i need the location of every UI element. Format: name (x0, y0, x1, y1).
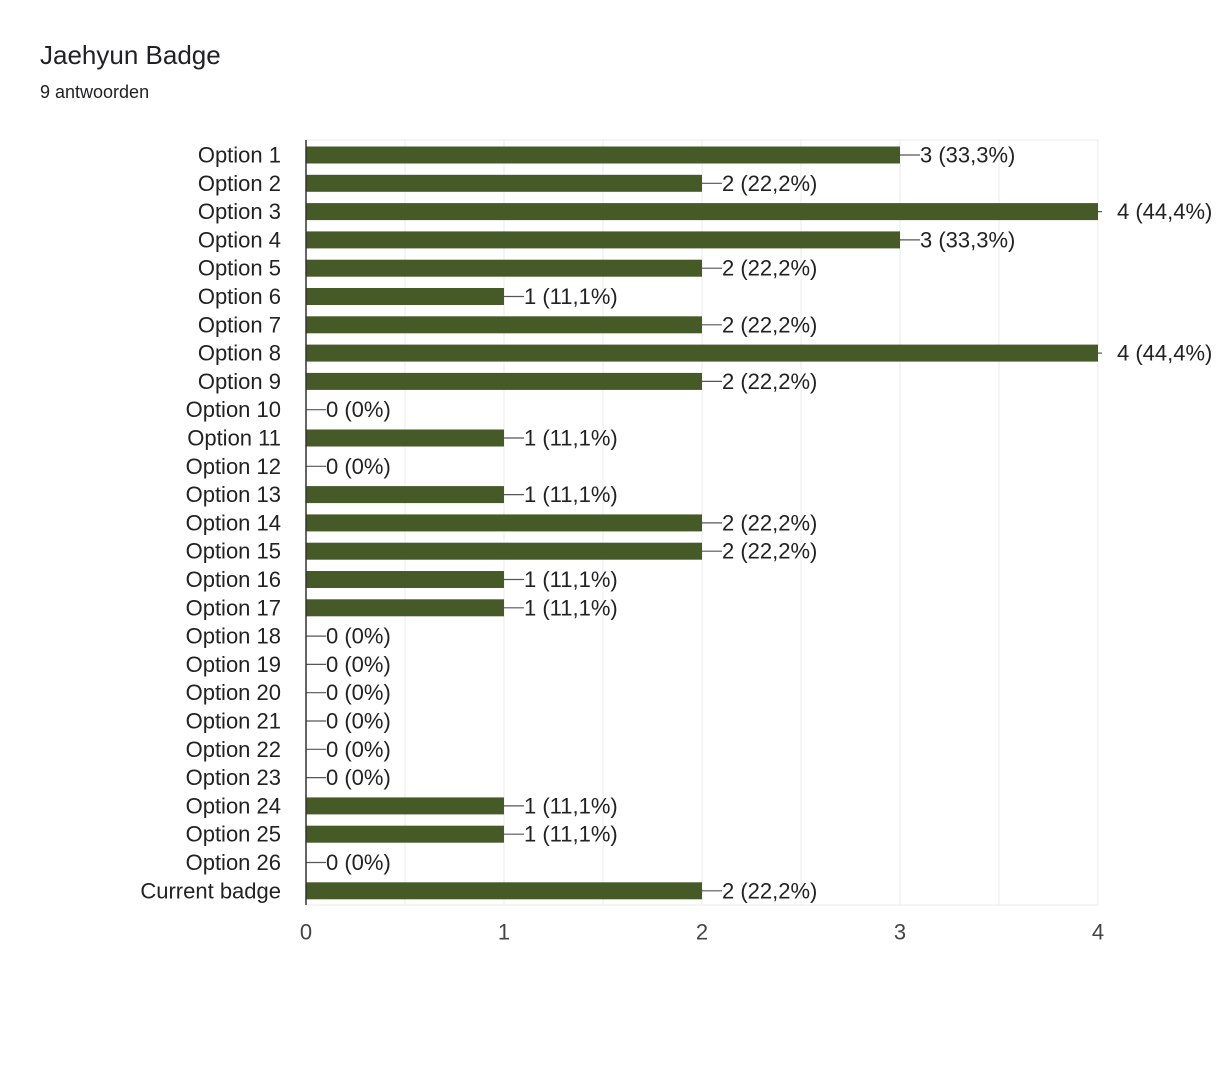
data-label: 2 (22,2%) (722, 539, 817, 564)
data-label: 3 (33,3%) (920, 227, 1015, 252)
data-label: 1 (11,1%) (524, 567, 618, 592)
bar (306, 599, 504, 617)
bar (306, 514, 702, 532)
bar (306, 486, 504, 504)
data-label: 0 (0%) (326, 454, 391, 479)
data-label: 1 (11,1%) (524, 793, 618, 818)
data-label: 0 (0%) (326, 737, 391, 762)
category-label: Option 24 (186, 793, 281, 818)
category-label: Current badge (140, 878, 281, 903)
category-label: Option 10 (186, 397, 281, 422)
data-label: 0 (0%) (326, 709, 391, 734)
category-label: Option 6 (198, 284, 281, 309)
bar (306, 288, 504, 305)
category-label: Option 15 (186, 539, 281, 564)
category-label: Option 26 (186, 850, 281, 875)
category-label: Option 1 (198, 143, 281, 168)
data-label: 1 (11,1%) (524, 822, 618, 847)
category-label: Option 4 (198, 227, 281, 252)
category-label: Option 17 (186, 595, 281, 620)
category-label: Option 21 (186, 709, 281, 734)
category-label: Option 7 (198, 312, 281, 337)
bar (306, 571, 504, 588)
x-tick-label: 4 (1092, 920, 1104, 945)
data-label: 2 (22,2%) (722, 369, 817, 394)
bar (306, 146, 900, 164)
category-label: Option 9 (198, 369, 281, 394)
data-label: 0 (0%) (326, 765, 391, 790)
bar (306, 231, 900, 249)
category-label: Option 19 (186, 652, 281, 677)
bar (306, 882, 702, 900)
x-tick-label: 2 (696, 920, 708, 945)
category-label: Option 3 (198, 199, 281, 224)
data-label: 2 (22,2%) (722, 256, 817, 281)
category-label: Option 5 (198, 256, 281, 281)
data-label: 2 (22,2%) (722, 171, 817, 196)
data-label: 3 (33,3%) (920, 143, 1015, 168)
data-label: 2 (22,2%) (722, 510, 817, 535)
data-label: 0 (0%) (326, 850, 391, 875)
x-tick-label: 0 (300, 920, 312, 945)
bar (306, 316, 702, 334)
data-label: 0 (0%) (326, 680, 391, 705)
category-label: Option 25 (186, 822, 281, 847)
category-label: Option 12 (186, 454, 281, 479)
category-label: Option 14 (186, 510, 281, 535)
bar (306, 797, 504, 815)
bar (306, 372, 702, 390)
data-label: 1 (11,1%) (524, 426, 618, 451)
response-count: 9 antwoorden (40, 82, 150, 102)
data-label: 1 (11,1%) (524, 482, 618, 507)
data-label: 4 (44,4%) (1117, 341, 1212, 366)
category-label: Option 13 (186, 482, 281, 507)
bar (306, 429, 504, 447)
category-label: Option 11 (187, 426, 281, 451)
category-label: Option 16 (186, 567, 281, 592)
bar (306, 174, 702, 192)
x-tick-label: 1 (498, 920, 510, 945)
category-label: Option 23 (186, 765, 281, 790)
bar (306, 259, 702, 277)
data-label: 2 (22,2%) (722, 878, 817, 903)
chart-title: Jaehyun Badge (40, 40, 221, 70)
data-label: 1 (11,1%) (524, 595, 618, 620)
category-label: Option 18 (186, 624, 281, 649)
category-label: Option 8 (198, 341, 281, 366)
bar (306, 542, 702, 560)
data-label: 0 (0%) (326, 397, 391, 422)
data-label: 2 (22,2%) (722, 312, 817, 337)
bar (306, 344, 1098, 362)
data-label: 0 (0%) (326, 624, 391, 649)
bar (306, 825, 504, 843)
category-label: Option 20 (186, 680, 281, 705)
bar (306, 203, 1098, 221)
data-label: 4 (44,4%) (1117, 199, 1212, 224)
category-label: Option 22 (186, 737, 281, 762)
data-label: 0 (0%) (326, 652, 391, 677)
category-label: Option 2 (198, 171, 281, 196)
data-label: 1 (11,1%) (524, 284, 618, 309)
x-tick-label: 3 (894, 920, 906, 945)
